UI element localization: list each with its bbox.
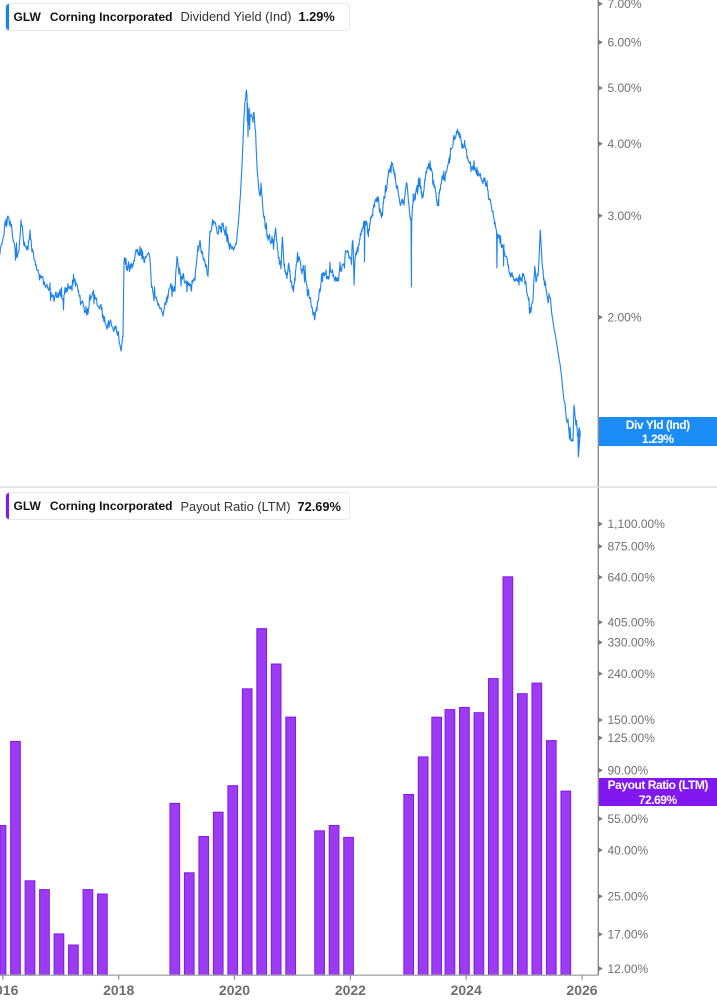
svg-text:2.00%: 2.00% <box>608 310 642 324</box>
svg-text:1,100.00%: 1,100.00% <box>608 517 666 531</box>
svg-text:7.00%: 7.00% <box>608 0 642 11</box>
svg-text:90.00%: 90.00% <box>608 764 649 778</box>
svg-text:405.00%: 405.00% <box>608 616 656 630</box>
svg-text:2024: 2024 <box>451 982 482 998</box>
svg-text:3.00%: 3.00% <box>608 209 642 223</box>
svg-text:6.00%: 6.00% <box>608 36 642 50</box>
svg-text:2016: 2016 <box>0 982 19 998</box>
svg-text:240.00%: 240.00% <box>608 667 656 681</box>
svg-text:40.00%: 40.00% <box>608 843 649 857</box>
svg-text:640.00%: 640.00% <box>608 570 656 584</box>
svg-text:17.00%: 17.00% <box>608 928 649 942</box>
svg-text:875.00%: 875.00% <box>608 540 656 554</box>
svg-text:12.00%: 12.00% <box>608 962 649 976</box>
svg-text:4.00%: 4.00% <box>608 137 642 151</box>
svg-text:330.00%: 330.00% <box>608 636 656 650</box>
svg-text:2018: 2018 <box>103 982 134 998</box>
svg-text:125.00%: 125.00% <box>608 731 656 745</box>
svg-text:25.00%: 25.00% <box>608 890 649 904</box>
svg-text:55.00%: 55.00% <box>608 812 649 826</box>
svg-text:5.00%: 5.00% <box>608 81 642 95</box>
svg-text:150.00%: 150.00% <box>608 713 656 727</box>
svg-text:2022: 2022 <box>335 982 366 998</box>
svg-text:2026: 2026 <box>566 982 597 998</box>
svg-text:2020: 2020 <box>219 982 250 998</box>
